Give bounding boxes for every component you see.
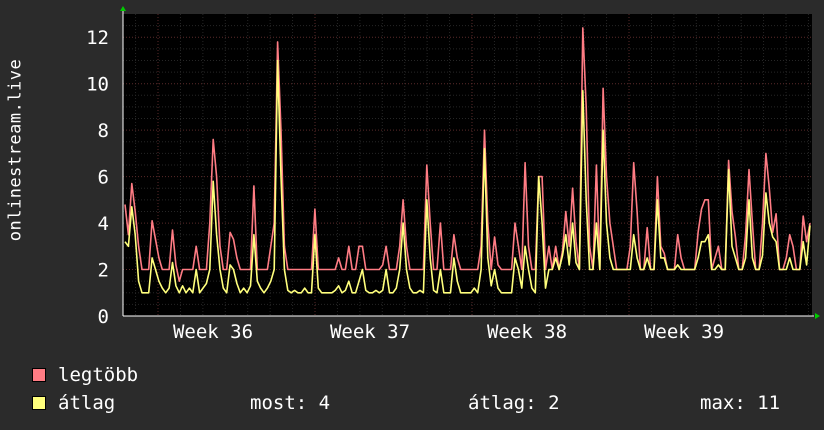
y-tick-label: 12 [86, 27, 109, 49]
y-axis-label-container: onlinestream.live [2, 0, 28, 300]
stat-max: max: 11 [700, 392, 781, 414]
y-tick-label: 8 [98, 120, 109, 142]
x-tick-label: Week 37 [330, 321, 410, 343]
x-tick-label: Week 36 [173, 321, 253, 343]
legend-item-avg: átlag [32, 392, 115, 414]
legend-swatch-avg [32, 396, 46, 410]
y-tick-label: 4 [98, 213, 109, 235]
x-axis-arrow [815, 313, 820, 319]
legend-swatch-max [32, 368, 46, 382]
legend-label-max: legtöbb [58, 364, 139, 386]
y-tick-label: 0 [98, 306, 109, 328]
x-tick-label: Week 39 [644, 321, 724, 343]
y-tick-label: 2 [98, 260, 109, 282]
legend-label-avg: átlag [58, 392, 116, 414]
x-tick-label: Week 38 [487, 321, 567, 343]
y-axis-label: onlinestream.live [5, 58, 25, 242]
stat-now: most: 4 [250, 392, 331, 414]
y-axis-arrow [120, 6, 126, 11]
stat-avg: átlag: 2 [468, 392, 560, 414]
legend-item-max: legtöbb [32, 364, 138, 386]
chart-svg: 0 2 4 6 8 10 12 Week 36 Week 37 Week 38 Week 39 [86, 6, 820, 343]
y-tick-label: 10 [86, 74, 109, 96]
series-line-max [124, 27, 811, 283]
series-line-avg [124, 59, 811, 294]
y-tick-label: 6 [98, 167, 109, 189]
